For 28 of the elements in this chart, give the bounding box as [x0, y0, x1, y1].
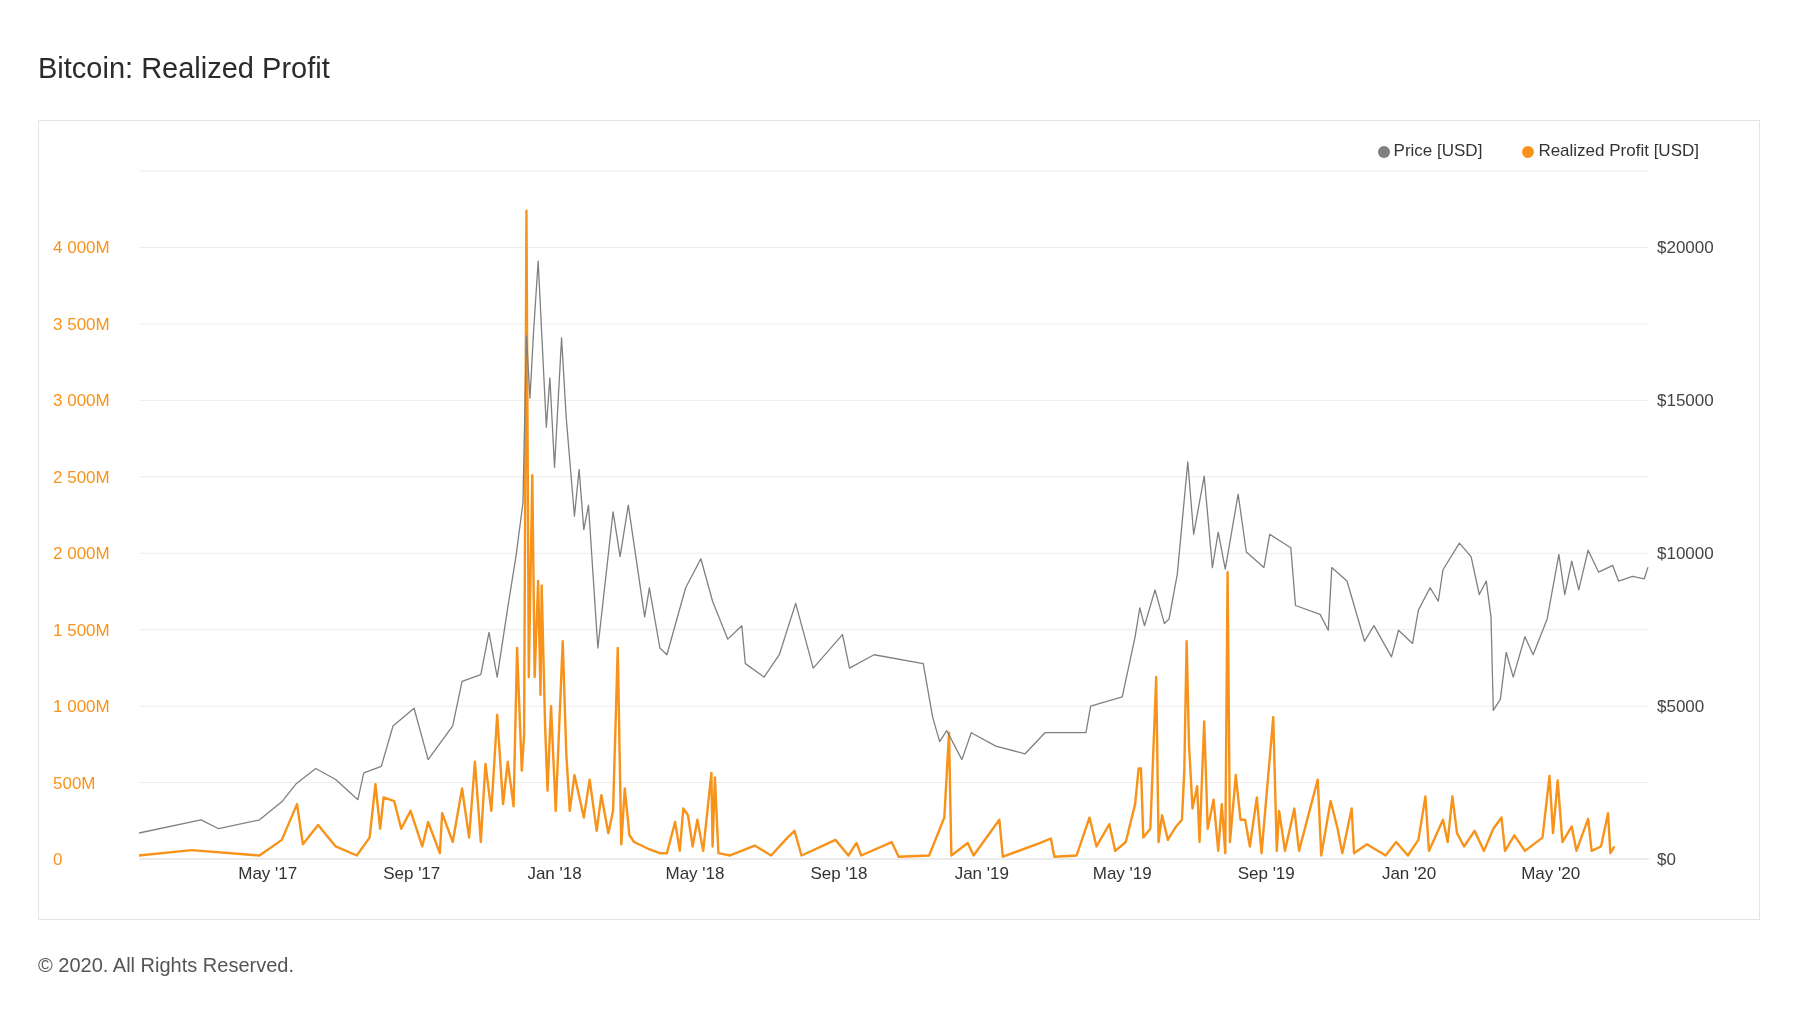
x-tick-label: May '18	[665, 864, 725, 884]
x-tick-label: Sep '17	[383, 864, 441, 884]
y2-tick-label: $10000	[1657, 544, 1714, 564]
y-tick-label: 500M	[53, 773, 96, 793]
y-tick-label: 1 500M	[53, 620, 110, 640]
y2-tick-label: $20000	[1657, 238, 1714, 258]
x-tick-label: May '17	[238, 864, 298, 884]
x-tick-label: Sep '19	[1237, 864, 1295, 884]
y2-tick-label: $15000	[1657, 391, 1714, 411]
x-tick-label: Sep '18	[810, 864, 868, 884]
y-tick-label: 0	[53, 850, 63, 870]
y2-tick-label: $0	[1657, 850, 1676, 870]
x-tick-label: Jan '20	[1381, 864, 1437, 884]
x-tick-label: Jan '18	[527, 864, 582, 884]
y-tick-label: 4 000M	[53, 238, 110, 258]
legend-label: Realized Profit [USD]	[1538, 141, 1699, 160]
chart-title: Bitcoin: Realized Profit	[38, 52, 330, 85]
text: © 2020. All Rights Reserved.	[38, 954, 294, 977]
x-tick-label: Jan '19	[954, 864, 1009, 884]
legend-label: Price [USD]	[1393, 141, 1483, 160]
x-tick-label: May '19	[1092, 864, 1152, 884]
y-tick-label: 1 000M	[53, 697, 110, 717]
y-tick-label: 3 000M	[53, 391, 110, 411]
x-tick-label: May '20	[1521, 864, 1581, 884]
y2-tick-label: $5000	[1657, 697, 1705, 717]
y-tick-label: 3 500M	[53, 314, 110, 334]
y-tick-label: 2 000M	[53, 544, 110, 564]
y-tick-label: 2 500M	[53, 467, 110, 487]
